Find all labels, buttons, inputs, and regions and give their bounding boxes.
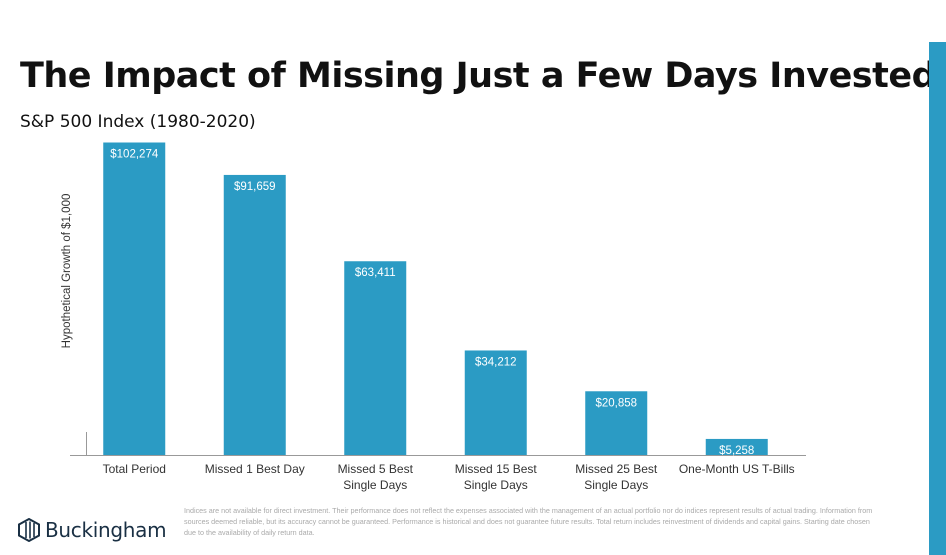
- x-tick-label: One-Month US T-Bills: [679, 462, 795, 476]
- bar-chart: Hypothetical Growth of $1,000 $102,274 Tot…: [61, 142, 806, 492]
- bar: [223, 174, 286, 455]
- buckingham-logo[interactable]: Buckingham: [18, 518, 167, 542]
- chart-subtitle: S&P 500 Index (1980-2020): [20, 112, 256, 132]
- x-tick-label: Missed 1 Best Day: [205, 462, 305, 476]
- hexagon-stripes-logo-icon: [18, 518, 40, 542]
- accent-stripe: [929, 42, 946, 555]
- x-tick-label: Single Days: [464, 478, 528, 492]
- chart-title: The Impact of Missing Just a Few Days In…: [20, 56, 946, 96]
- bar: [103, 142, 166, 455]
- x-tick-label: Missed 15 Best: [455, 462, 538, 476]
- x-tick-label: Single Days: [584, 478, 648, 492]
- bar-data-label: $91,659: [234, 181, 276, 193]
- bar-data-label: $102,274: [110, 149, 159, 161]
- x-tick-label: Missed 25 Best: [575, 462, 658, 476]
- bar-data-label: $20,858: [595, 397, 637, 409]
- disclaimer-footnote: Indices are not available for direct inv…: [184, 506, 873, 537]
- bar: [705, 438, 768, 455]
- brand-name: Buckingham: [45, 518, 167, 542]
- bar-data-label: $34,212: [475, 356, 517, 368]
- bar-data-label: $63,411: [355, 267, 396, 279]
- y-axis-label: Hypothetical Growth of $1,000: [61, 194, 73, 349]
- x-tick-label: Total Period: [103, 462, 166, 476]
- bar: [464, 350, 527, 455]
- bar: [344, 261, 407, 455]
- x-tick-label: Single Days: [343, 478, 407, 492]
- bar: [585, 391, 648, 455]
- x-tick-label: Missed 5 Best: [338, 462, 414, 476]
- bar-data-label: $5,258: [719, 445, 754, 457]
